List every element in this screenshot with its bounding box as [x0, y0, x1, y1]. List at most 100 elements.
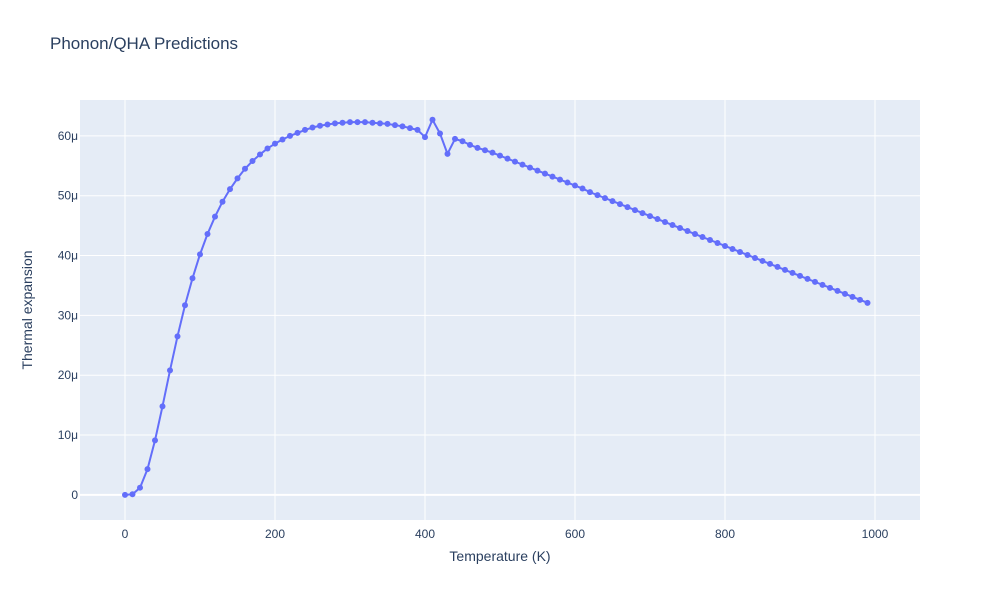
data-point[interactable]	[789, 269, 796, 276]
data-point[interactable]	[647, 213, 653, 220]
data-point[interactable]	[684, 228, 691, 235]
data-point[interactable]	[819, 281, 826, 288]
data-point[interactable]	[122, 491, 128, 498]
data-point[interactable]	[272, 140, 278, 147]
data-point[interactable]	[662, 219, 668, 226]
data-point[interactable]	[287, 132, 293, 139]
data-point[interactable]	[842, 290, 848, 297]
data-point[interactable]	[159, 403, 166, 410]
data-point[interactable]	[332, 120, 338, 127]
data-point[interactable]	[264, 145, 271, 152]
data-point[interactable]	[572, 182, 578, 189]
data-point[interactable]	[752, 254, 758, 261]
data-point[interactable]	[249, 158, 256, 165]
data-point[interactable]	[497, 152, 503, 159]
data-point[interactable]	[677, 225, 683, 232]
data-point[interactable]	[317, 122, 323, 129]
data-point[interactable]	[827, 284, 833, 291]
data-point[interactable]	[767, 260, 773, 267]
data-point[interactable]	[437, 130, 443, 137]
data-point[interactable]	[564, 179, 571, 186]
data-point[interactable]	[137, 484, 143, 491]
data-point[interactable]	[384, 120, 391, 127]
data-point[interactable]	[774, 263, 781, 270]
data-point[interactable]	[129, 491, 136, 498]
data-point[interactable]	[594, 192, 601, 199]
data-point[interactable]	[234, 175, 241, 182]
data-point[interactable]	[849, 293, 856, 300]
data-point[interactable]	[654, 216, 661, 223]
data-point[interactable]	[144, 466, 151, 473]
data-point[interactable]	[797, 272, 803, 279]
data-point[interactable]	[294, 129, 301, 136]
data-point[interactable]	[429, 116, 436, 123]
data-point[interactable]	[714, 239, 721, 246]
data-point[interactable]	[549, 173, 556, 180]
data-point[interactable]	[377, 120, 383, 127]
data-point[interactable]	[422, 134, 428, 141]
data-point[interactable]	[609, 198, 616, 205]
data-point[interactable]	[399, 123, 406, 130]
data-point[interactable]	[219, 198, 226, 205]
data-point[interactable]	[617, 201, 623, 208]
data-point[interactable]	[182, 302, 188, 309]
data-point[interactable]	[279, 136, 286, 143]
data-point[interactable]	[527, 164, 533, 171]
data-point[interactable]	[504, 155, 511, 162]
data-point[interactable]	[204, 231, 211, 238]
data-point[interactable]	[362, 119, 368, 126]
data-point[interactable]	[834, 287, 841, 294]
data-point[interactable]	[347, 119, 353, 126]
data-point[interactable]	[197, 251, 203, 258]
data-point[interactable]	[737, 248, 743, 255]
data-point[interactable]	[489, 149, 496, 156]
data-point[interactable]	[414, 126, 421, 133]
data-point[interactable]	[692, 231, 698, 238]
data-point[interactable]	[804, 275, 811, 282]
data-point[interactable]	[857, 296, 863, 303]
data-point[interactable]	[257, 151, 263, 158]
data-point[interactable]	[452, 135, 458, 142]
data-point[interactable]	[812, 278, 818, 285]
data-point[interactable]	[339, 119, 346, 126]
data-point[interactable]	[602, 195, 608, 202]
data-point[interactable]	[459, 138, 466, 145]
data-point[interactable]	[639, 210, 646, 217]
data-point[interactable]	[557, 176, 563, 183]
data-point[interactable]	[707, 237, 713, 243]
data-point[interactable]	[407, 125, 413, 132]
data-point[interactable]	[369, 119, 376, 126]
data-point[interactable]	[632, 207, 638, 214]
data-point[interactable]	[212, 213, 218, 220]
data-point[interactable]	[579, 185, 586, 192]
data-point[interactable]	[309, 124, 316, 131]
data-point[interactable]	[174, 333, 181, 340]
data-point[interactable]	[542, 170, 548, 177]
data-point[interactable]	[152, 437, 158, 444]
data-point[interactable]	[699, 234, 706, 241]
data-point[interactable]	[324, 121, 331, 128]
data-point[interactable]	[624, 204, 631, 211]
data-point[interactable]	[482, 147, 488, 154]
data-point[interactable]	[474, 144, 481, 151]
data-point[interactable]	[729, 245, 736, 252]
data-point[interactable]	[392, 122, 398, 129]
data-point[interactable]	[744, 251, 751, 258]
data-point[interactable]	[354, 119, 361, 126]
data-point[interactable]	[782, 266, 788, 273]
data-point[interactable]	[242, 165, 248, 172]
data-point[interactable]	[864, 299, 871, 306]
data-point[interactable]	[759, 257, 766, 264]
data-point[interactable]	[512, 158, 518, 165]
data-point[interactable]	[669, 222, 676, 229]
data-point[interactable]	[534, 167, 541, 174]
data-point[interactable]	[519, 161, 526, 168]
data-point[interactable]	[167, 367, 173, 374]
data-point[interactable]	[587, 189, 593, 196]
data-point[interactable]	[302, 126, 308, 133]
data-point[interactable]	[722, 242, 728, 249]
data-point[interactable]	[189, 275, 196, 282]
data-point[interactable]	[444, 150, 451, 157]
data-point[interactable]	[467, 141, 473, 148]
data-point[interactable]	[227, 186, 233, 193]
